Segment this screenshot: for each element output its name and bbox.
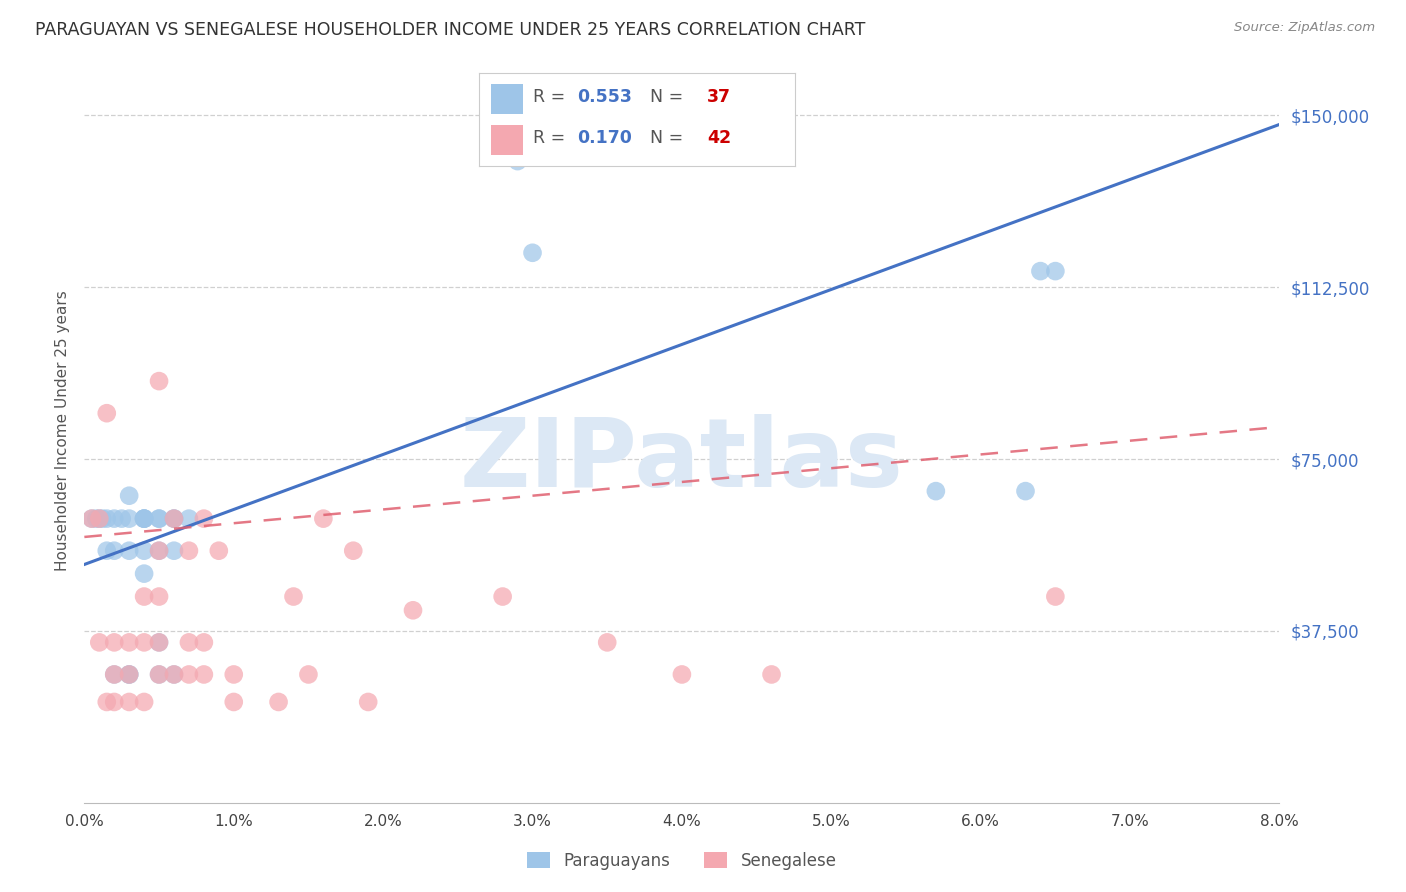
Point [89,511,111,525]
Point [193,511,215,525]
Point [96,695,118,709]
Point [148,635,170,649]
Point [402,603,425,617]
Point [163,543,186,558]
Point [86,511,108,525]
Point [118,489,141,503]
Point [925,484,948,499]
Point [357,695,380,709]
Point [132,590,156,604]
Point [283,590,305,604]
Point [193,635,215,649]
Point [177,543,200,558]
Point [132,511,156,525]
Point [163,667,186,681]
Point [103,695,125,709]
Point [1045,264,1067,278]
Point [103,635,125,649]
Point [118,635,141,649]
Point [267,695,290,709]
Point [163,511,186,525]
Point [297,667,319,681]
Point [89,511,111,525]
Legend: Paraguayans, Senegalese: Paraguayans, Senegalese [520,845,844,877]
Point [163,511,186,525]
Point [1045,590,1067,604]
Point [177,635,200,649]
Point [132,543,156,558]
Point [132,695,156,709]
Point [148,543,170,558]
Point [96,511,118,525]
Point [148,543,170,558]
Point [103,511,125,525]
Point [103,667,125,681]
Point [96,406,118,420]
Point [80,511,103,525]
Y-axis label: Householder Income Under 25 years: Householder Income Under 25 years [55,290,70,571]
Point [222,667,245,681]
Text: ZIPatlas: ZIPatlas [460,414,904,507]
Point [118,667,141,681]
Point [148,667,170,681]
Point [148,511,170,525]
Point [506,154,529,169]
Point [761,667,783,681]
Point [148,590,170,604]
Point [342,543,364,558]
Point [96,543,118,558]
Text: Source: ZipAtlas.com: Source: ZipAtlas.com [1234,21,1375,34]
Point [522,245,544,260]
Point [132,511,156,525]
Point [671,667,693,681]
Point [89,635,111,649]
Point [177,511,200,525]
Point [118,511,141,525]
Point [103,667,125,681]
Point [118,543,141,558]
Point [118,695,141,709]
Point [163,667,186,681]
Point [177,667,200,681]
Point [111,511,134,525]
Point [208,543,231,558]
Point [118,667,141,681]
Point [132,511,156,525]
Point [148,511,170,525]
Point [103,543,125,558]
Point [163,511,186,525]
Point [132,566,156,581]
Point [492,590,515,604]
Point [148,667,170,681]
Point [132,635,156,649]
Point [596,635,619,649]
Point [132,511,156,525]
Point [80,511,103,525]
Point [1029,264,1052,278]
Point [1014,484,1036,499]
Point [312,511,335,525]
Text: PARAGUAYAN VS SENEGALESE HOUSEHOLDER INCOME UNDER 25 YEARS CORRELATION CHART: PARAGUAYAN VS SENEGALESE HOUSEHOLDER INC… [35,21,866,38]
Point [222,695,245,709]
Point [148,635,170,649]
Point [148,374,170,388]
Point [118,667,141,681]
Point [193,667,215,681]
Point [91,511,114,525]
